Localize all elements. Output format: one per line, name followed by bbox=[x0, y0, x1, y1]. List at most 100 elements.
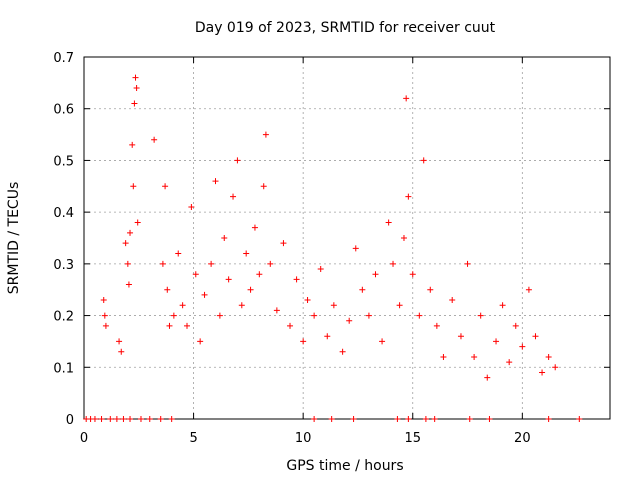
data-point bbox=[124, 260, 131, 267]
data-point bbox=[396, 302, 403, 309]
data-point bbox=[256, 271, 263, 278]
data-point bbox=[164, 286, 171, 293]
data-point bbox=[208, 260, 215, 267]
data-point bbox=[216, 312, 223, 319]
data-point bbox=[346, 317, 353, 324]
y-tick-label: 0.6 bbox=[53, 103, 74, 118]
data-point bbox=[175, 250, 182, 257]
y-axis-label: SRMTID / TECUs bbox=[6, 182, 22, 295]
data-point bbox=[545, 353, 552, 360]
data-point bbox=[477, 312, 484, 319]
data-point bbox=[394, 416, 401, 422]
data-point bbox=[129, 141, 136, 148]
data-point bbox=[197, 338, 204, 345]
data-point bbox=[188, 203, 195, 210]
data-point bbox=[416, 312, 423, 319]
data-point bbox=[125, 281, 132, 288]
data-point bbox=[405, 416, 412, 422]
data-point bbox=[120, 416, 127, 422]
data-point bbox=[512, 322, 519, 329]
data-point bbox=[184, 322, 191, 329]
x-tick-label: 5 bbox=[189, 431, 197, 446]
data-point bbox=[372, 271, 379, 278]
data-point bbox=[234, 157, 241, 164]
data-point bbox=[499, 302, 506, 309]
data-point bbox=[403, 95, 410, 102]
y-tick-label: 0.1 bbox=[53, 361, 74, 376]
data-point bbox=[539, 369, 546, 376]
data-point bbox=[365, 312, 372, 319]
data-point bbox=[102, 322, 109, 329]
data-point bbox=[324, 333, 331, 340]
data-point bbox=[486, 416, 493, 422]
data-point bbox=[431, 416, 438, 422]
data-point bbox=[225, 276, 232, 283]
data-point bbox=[471, 353, 478, 360]
data-point bbox=[273, 307, 280, 314]
plot-frame bbox=[83, 56, 611, 420]
data-point bbox=[311, 416, 318, 422]
data-point bbox=[379, 338, 386, 345]
data-point bbox=[243, 250, 250, 257]
data-point bbox=[212, 178, 219, 185]
data-point bbox=[157, 416, 164, 422]
data-point bbox=[137, 416, 144, 422]
data-point bbox=[201, 291, 208, 298]
data-point bbox=[422, 416, 429, 422]
y-tick-label: 0.2 bbox=[53, 310, 74, 325]
data-point bbox=[151, 136, 158, 143]
data-point bbox=[493, 338, 500, 345]
x-tick-label: 20 bbox=[514, 431, 531, 446]
y-tick-label: 0.7 bbox=[53, 51, 74, 66]
data-point bbox=[260, 183, 267, 190]
data-point bbox=[162, 183, 169, 190]
data-point bbox=[385, 219, 392, 226]
data-point bbox=[330, 302, 337, 309]
data-point bbox=[130, 183, 137, 190]
data-point bbox=[192, 271, 199, 278]
data-point bbox=[118, 348, 125, 355]
data-point bbox=[91, 416, 98, 422]
data-point bbox=[122, 240, 129, 247]
data-point bbox=[409, 271, 416, 278]
data-point bbox=[506, 359, 513, 366]
data-point bbox=[132, 74, 139, 81]
data-point bbox=[170, 312, 177, 319]
data-point bbox=[352, 245, 359, 252]
data-point bbox=[280, 240, 287, 247]
data-point bbox=[532, 333, 539, 340]
data-point bbox=[107, 416, 114, 422]
data-point bbox=[440, 353, 447, 360]
y-tick-label: 0.4 bbox=[53, 206, 74, 221]
data-point bbox=[98, 416, 105, 422]
data-point bbox=[311, 312, 318, 319]
data-point bbox=[221, 235, 228, 241]
data-point bbox=[464, 260, 471, 267]
data-point bbox=[262, 131, 269, 138]
x-tick-label: 0 bbox=[80, 431, 88, 446]
x-axis-label: GPS time / hours bbox=[286, 458, 403, 474]
data-point bbox=[427, 286, 434, 293]
data-point bbox=[304, 297, 311, 304]
data-point bbox=[484, 374, 491, 381]
data-point bbox=[339, 348, 346, 355]
data-point bbox=[168, 416, 175, 422]
data-point bbox=[101, 312, 108, 319]
data-point bbox=[350, 416, 357, 422]
data-point bbox=[247, 286, 254, 293]
data-point bbox=[293, 276, 300, 283]
data-point bbox=[420, 157, 427, 164]
data-point bbox=[317, 266, 324, 273]
y-tick-label: 0 bbox=[66, 413, 74, 428]
x-tick-label: 10 bbox=[295, 431, 312, 446]
y-tick-label: 0.5 bbox=[53, 154, 74, 169]
grid-lines bbox=[84, 57, 610, 419]
data-points bbox=[83, 74, 583, 422]
data-point bbox=[267, 260, 274, 267]
data-point bbox=[390, 260, 397, 267]
x-tick-label: 15 bbox=[404, 431, 421, 446]
data-point bbox=[287, 322, 294, 329]
data-point bbox=[159, 260, 166, 267]
data-point bbox=[466, 416, 473, 422]
